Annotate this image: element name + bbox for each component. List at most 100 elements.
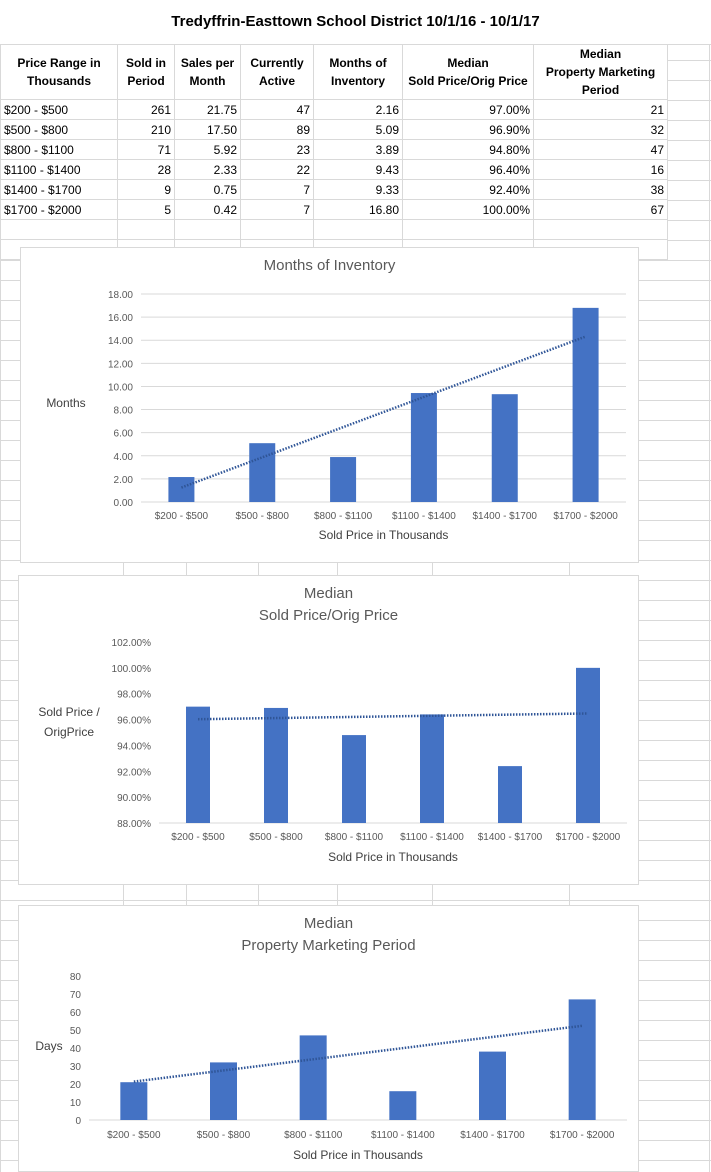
x-tick-label: $1100 - $1400 — [371, 1130, 435, 1141]
chart-title: Sold Price/Orig Price — [259, 607, 398, 624]
table-cell: $800 - $1100 — [0, 139, 118, 160]
y-tick-label: 16.00 — [108, 313, 133, 324]
table-cell: 28 — [117, 159, 175, 180]
table-cell: 47 — [240, 99, 314, 120]
table-cell: 261 — [117, 99, 175, 120]
chart-svg: Months of Inventory 0.00 2.00 4.00 6.00 8.00 1… — [46, 257, 626, 542]
column-header-line: Price Range in — [17, 56, 101, 70]
chart-title: Median — [304, 915, 353, 932]
y-tick-label: 0 — [75, 1116, 81, 1127]
bar — [568, 999, 596, 1120]
y-tick-label: 60 — [70, 1008, 82, 1019]
table-cell: 7 — [240, 179, 314, 200]
column-header-line: Sales per — [180, 56, 235, 70]
table-cell: 97.00% — [402, 99, 534, 120]
column-header-line: Property Marketing — [545, 65, 656, 79]
trendline — [133, 1024, 583, 1083]
bar — [479, 1051, 506, 1120]
blank-cell — [240, 219, 314, 240]
bar — [576, 667, 600, 823]
table-cell: $1100 - $1400 — [0, 159, 118, 180]
x-tick-label: $1400 - $1700 — [472, 511, 537, 522]
x-tick-label: $500 - $800 — [249, 832, 303, 843]
bar — [186, 706, 210, 823]
months-of-inventory-chart: Months of Inventory 0.00 2.00 4.00 6.00 8.00 1… — [20, 247, 639, 563]
x-tick-label: $200 - $500 — [171, 832, 225, 843]
x-tick-label: $800 - $1100 — [325, 832, 384, 843]
y-tick-label: 94.00% — [117, 741, 151, 752]
column-header-line: Period — [127, 74, 165, 88]
y-tick-label: 70 — [70, 990, 82, 1001]
y-axis-title: Months — [46, 396, 85, 410]
table-cell: 0.42 — [174, 199, 241, 220]
table-cell: 9 — [117, 179, 175, 200]
page-title: Tredyffrin-Easttown School District 10/1… — [0, 0, 711, 45]
y-tick-label: 14.00 — [108, 336, 133, 347]
table-cell: 9.33 — [313, 179, 403, 200]
median-marketing-period-chart: Median Property Marketing Period 0 10 20 30 40… — [18, 905, 639, 1172]
y-tick-label: 20 — [70, 1080, 82, 1091]
table-row: $800 - $1100 71 5.92 23 3.89 94.80% 47 — [0, 139, 668, 160]
bar — [299, 1035, 327, 1120]
bar — [120, 1082, 148, 1120]
bar — [264, 707, 288, 823]
chart-svg: Median Property Marketing Period 0 10 20 30 40… — [35, 915, 627, 1162]
y-tick-label: 100.00% — [112, 664, 152, 675]
y-tick-label: 6.00 — [114, 429, 134, 440]
x-tick-label: $200 - $500 — [107, 1130, 161, 1141]
x-tick-label: $800 - $1100 — [284, 1130, 343, 1141]
blank-cell — [313, 219, 403, 240]
table-row: $1400 - $1700 9 0.75 7 9.33 92.40% 38 — [0, 179, 668, 200]
y-tick-label: 10.00 — [108, 382, 133, 393]
x-tick-label: $800 - $1100 — [314, 511, 373, 522]
y-tick-label: 96.00% — [117, 716, 151, 727]
table-cell: 2.16 — [313, 99, 403, 120]
bar — [168, 477, 195, 502]
table-cell: 32 — [533, 119, 668, 140]
y-tick-label: 0.00 — [114, 498, 134, 509]
x-tick-label: $1400 - $1700 — [460, 1130, 525, 1141]
table-cell: 3.89 — [313, 139, 403, 160]
column-header-line: Median — [579, 47, 622, 61]
median-sold-price-ratio-chart: Median Sold Price/Orig Price 88.00% 90.00% 9… — [18, 575, 639, 885]
column-header-line: Sold Price/Orig Price — [408, 74, 528, 88]
trendline — [197, 712, 589, 721]
table-row: $200 - $500 261 21.75 47 2.16 97.00% 21 — [0, 99, 668, 120]
x-tick-label: $1400 - $1700 — [478, 832, 543, 843]
table-cell: 2.33 — [174, 159, 241, 180]
blank-cell — [533, 219, 668, 240]
x-tick-label: $500 - $800 — [236, 511, 290, 522]
y-tick-label: 98.00% — [117, 690, 151, 701]
table-cell: 100.00% — [402, 199, 534, 220]
table-cell: 16 — [533, 159, 668, 180]
y-tick-label: 88.00% — [117, 819, 151, 830]
column-header: Price Range in Thousands — [0, 44, 118, 100]
trendline — [180, 335, 587, 489]
x-tick-label: $1700 - $2000 — [553, 511, 618, 522]
table-cell: 7 — [240, 199, 314, 220]
table-cell: $1700 - $2000 — [0, 199, 118, 220]
table-cell: 21.75 — [174, 99, 241, 120]
blank-row — [0, 219, 668, 240]
bar — [498, 766, 522, 823]
column-header-line: Currently — [250, 56, 304, 70]
chart-svg: Median Sold Price/Orig Price 88.00% 90.00% 9… — [38, 585, 627, 864]
column-header-line: Inventory — [330, 74, 385, 88]
data-table: Price Range in Thousands Sold in Period Sale… — [0, 44, 668, 260]
chart-title: Months of Inventory — [264, 257, 396, 274]
y-tick-label: 4.00 — [114, 452, 134, 463]
column-header-line: Active — [258, 74, 296, 88]
table-cell: 9.43 — [313, 159, 403, 180]
y-tick-label: 102.00% — [112, 638, 152, 649]
table-cell: 0.75 — [174, 179, 241, 200]
table-cell: 17.50 — [174, 119, 241, 140]
x-tick-label: $1100 - $1400 — [400, 832, 464, 843]
column-header-line: Months of — [329, 56, 387, 70]
table-cell: 96.40% — [402, 159, 534, 180]
column-header-line: Sold in — [126, 56, 166, 70]
table-cell: 89 — [240, 119, 314, 140]
column-header: Months of Inventory — [313, 44, 403, 100]
bar — [249, 443, 276, 502]
y-axis-title: OrigPrice — [44, 725, 94, 739]
table-cell: 22 — [240, 159, 314, 180]
